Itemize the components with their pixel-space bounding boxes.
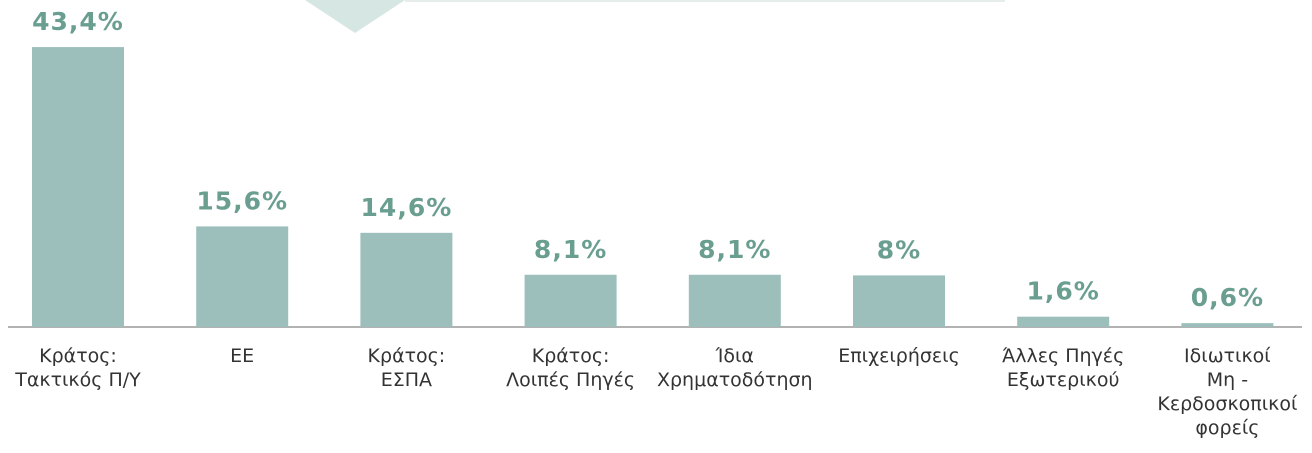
bar bbox=[32, 47, 124, 327]
category-label: Επιχειρήσεις bbox=[838, 345, 960, 367]
value-label: 1,6% bbox=[1027, 277, 1100, 306]
category-label: Κράτος: Λοιπές Πηγές bbox=[506, 345, 636, 391]
category-label: Άλλες Πηγές Εξωτερικού bbox=[1002, 345, 1125, 391]
pointer bbox=[305, 0, 405, 33]
bar bbox=[1181, 323, 1274, 327]
value-label: 0,6% bbox=[1191, 283, 1264, 312]
value-label: 14,6% bbox=[361, 193, 453, 222]
value-label: 8,1% bbox=[534, 235, 607, 264]
bar bbox=[688, 274, 781, 327]
bar bbox=[524, 274, 617, 327]
category-label: Ιδιωτικοί Μη - Κερδοσκοπικοί φορείς bbox=[1157, 345, 1298, 439]
bar bbox=[1017, 316, 1110, 327]
category-label: ΕΕ bbox=[230, 345, 255, 367]
category-label: Κράτος: ΕΣΠΑ bbox=[367, 345, 446, 391]
category-label: Κράτος: Τακτικός Π/Υ bbox=[15, 345, 141, 391]
category-label: Ίδια Χρηματοδότηση bbox=[656, 345, 813, 391]
bar bbox=[360, 232, 453, 327]
value-label: 8,1% bbox=[698, 235, 771, 264]
bar bbox=[853, 275, 945, 327]
bar bbox=[196, 226, 289, 327]
value-label: 15,6% bbox=[196, 186, 288, 215]
value-label: 43,4% bbox=[32, 7, 124, 36]
value-label: 8% bbox=[877, 235, 921, 264]
